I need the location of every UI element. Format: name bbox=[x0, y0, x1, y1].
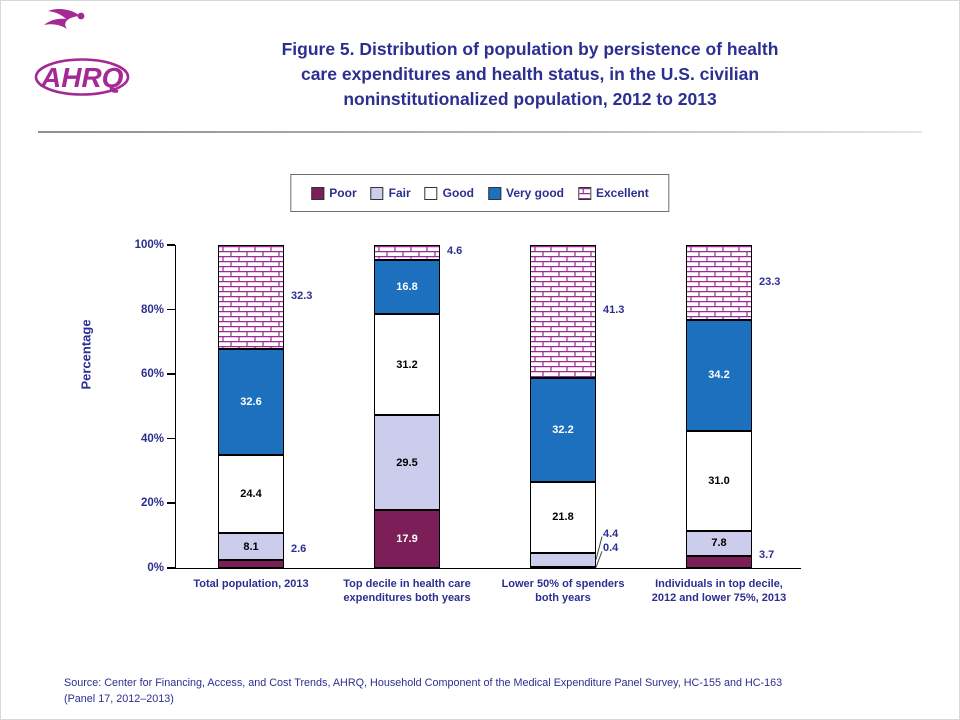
data-label-poor: 3.7 bbox=[759, 549, 775, 562]
y-tick-label: 60% bbox=[140, 368, 164, 381]
data-label-good: 21.8 bbox=[552, 511, 574, 524]
data-label-fair: 8.1 bbox=[243, 540, 259, 553]
data-label-excellent: 41.3 bbox=[603, 304, 625, 317]
data-label-very-good: 32.2 bbox=[552, 424, 574, 437]
segment-fair bbox=[686, 530, 752, 557]
figure-title: Figure 5. Distribution of population by … bbox=[220, 37, 840, 112]
y-tick-mark bbox=[167, 373, 175, 375]
source-line-2: (Panel 17, 2012–2013) bbox=[64, 692, 174, 705]
x-axis-category: Individuals in top decile, 2012 and lower… bbox=[651, 578, 787, 605]
segment-fair bbox=[218, 533, 284, 560]
segment-excellent bbox=[374, 245, 440, 260]
x-axis-category: Total population, 2013 bbox=[193, 578, 309, 590]
legend-label: Fair bbox=[388, 186, 411, 200]
logo-text: AHRQ bbox=[40, 62, 124, 93]
legend-label: Poor bbox=[329, 186, 357, 200]
data-label-good: 31.0 bbox=[708, 474, 730, 487]
logo-swoosh bbox=[34, 58, 130, 96]
data-label-very-good: 34.2 bbox=[708, 369, 730, 382]
segment-good bbox=[374, 314, 440, 415]
y-tick-mark bbox=[167, 502, 175, 504]
segment-fair bbox=[374, 414, 440, 511]
legend-swatch bbox=[578, 186, 591, 200]
data-label-very-good: 32.6 bbox=[240, 395, 262, 408]
y-tick-label: 100% bbox=[134, 239, 164, 251]
source-note: Source: Center for Financing, Access, an… bbox=[64, 676, 904, 707]
legend-swatch bbox=[424, 186, 438, 200]
y-tick-mark bbox=[167, 244, 175, 246]
legend-item-fair: Fair bbox=[370, 186, 411, 200]
y-tick-label: 0% bbox=[147, 562, 164, 574]
ahrq-logo-graphic: AHRQ bbox=[34, 8, 130, 96]
title-line-3: noninstitutionalized population, 2012 to… bbox=[343, 88, 717, 109]
segment-poor bbox=[686, 556, 752, 568]
y-tick-mark bbox=[167, 567, 175, 569]
data-label-fair: 29.5 bbox=[396, 456, 418, 469]
data-label-poor: 0.4 bbox=[603, 542, 619, 555]
data-label-good: 24.4 bbox=[240, 488, 262, 501]
segment-good bbox=[686, 430, 752, 531]
y-tick-label: 80% bbox=[140, 303, 164, 316]
segment-good bbox=[218, 454, 284, 534]
title-line-1: Figure 5. Distribution of population by … bbox=[281, 39, 779, 59]
x-axis-category: Top decile in health care expenditures bo… bbox=[343, 578, 471, 605]
data-label-excellent: 23.3 bbox=[759, 275, 781, 288]
legend-swatch bbox=[311, 186, 325, 200]
segment-excellent bbox=[530, 244, 596, 379]
data-label-excellent: 4.6 bbox=[447, 245, 463, 258]
segment-very-good bbox=[374, 259, 440, 315]
title-line-2: care expenditures and health status, in … bbox=[300, 63, 760, 84]
segment-very-good bbox=[686, 320, 752, 431]
segment-very-good bbox=[218, 349, 284, 455]
source-line-1: Source: Center for Financing, Access, an… bbox=[64, 677, 783, 689]
legend-label: Very good bbox=[505, 186, 564, 200]
segment-excellent bbox=[686, 245, 752, 321]
y-tick-label: 20% bbox=[140, 497, 164, 510]
legend-item-poor: Poor bbox=[311, 186, 357, 200]
segment-poor bbox=[374, 510, 440, 568]
segment-excellent bbox=[218, 245, 284, 350]
x-axis-category: Lower 50% of spenders both years bbox=[501, 578, 625, 605]
legend-swatch bbox=[487, 186, 501, 200]
data-label-poor: 17.9 bbox=[396, 533, 418, 546]
data-label-poor: 2.6 bbox=[291, 542, 307, 555]
ahrq-logo: AHRQ bbox=[34, 6, 134, 102]
data-label-fair: 7.8 bbox=[711, 537, 727, 550]
data-label-very-good: 16.8 bbox=[396, 280, 418, 293]
legend-label: Good bbox=[442, 186, 474, 200]
title-divider bbox=[38, 131, 922, 133]
data-label-fair: 4.4 bbox=[603, 527, 619, 540]
y-tick-label: 40% bbox=[140, 432, 164, 445]
segment-poor bbox=[218, 559, 284, 568]
legend-item-excellent: Excellent bbox=[578, 186, 649, 200]
legend-item-good: Good bbox=[424, 186, 474, 200]
segment-good bbox=[530, 482, 596, 553]
segment-fair bbox=[530, 552, 596, 567]
legend-swatch bbox=[370, 186, 384, 200]
data-label-good: 31.2 bbox=[396, 358, 418, 371]
legend: Poor Fair Good Very good Excellent bbox=[290, 174, 670, 212]
segment-very-good bbox=[530, 378, 596, 483]
y-axis-title: Percentage bbox=[78, 319, 94, 390]
eagle-icon bbox=[44, 8, 85, 29]
plot-area: 0% 20% 40% 60% 80% 100% 2.6 8.1 24.4 32.6 32.3 Tota… bbox=[135, 239, 801, 604]
legend-label: Excellent bbox=[596, 186, 649, 200]
legend-item-very-good: Very good bbox=[487, 186, 564, 200]
y-tick-mark bbox=[167, 308, 175, 311]
data-label-excellent: 32.3 bbox=[291, 290, 313, 303]
y-tick-mark bbox=[167, 437, 175, 440]
